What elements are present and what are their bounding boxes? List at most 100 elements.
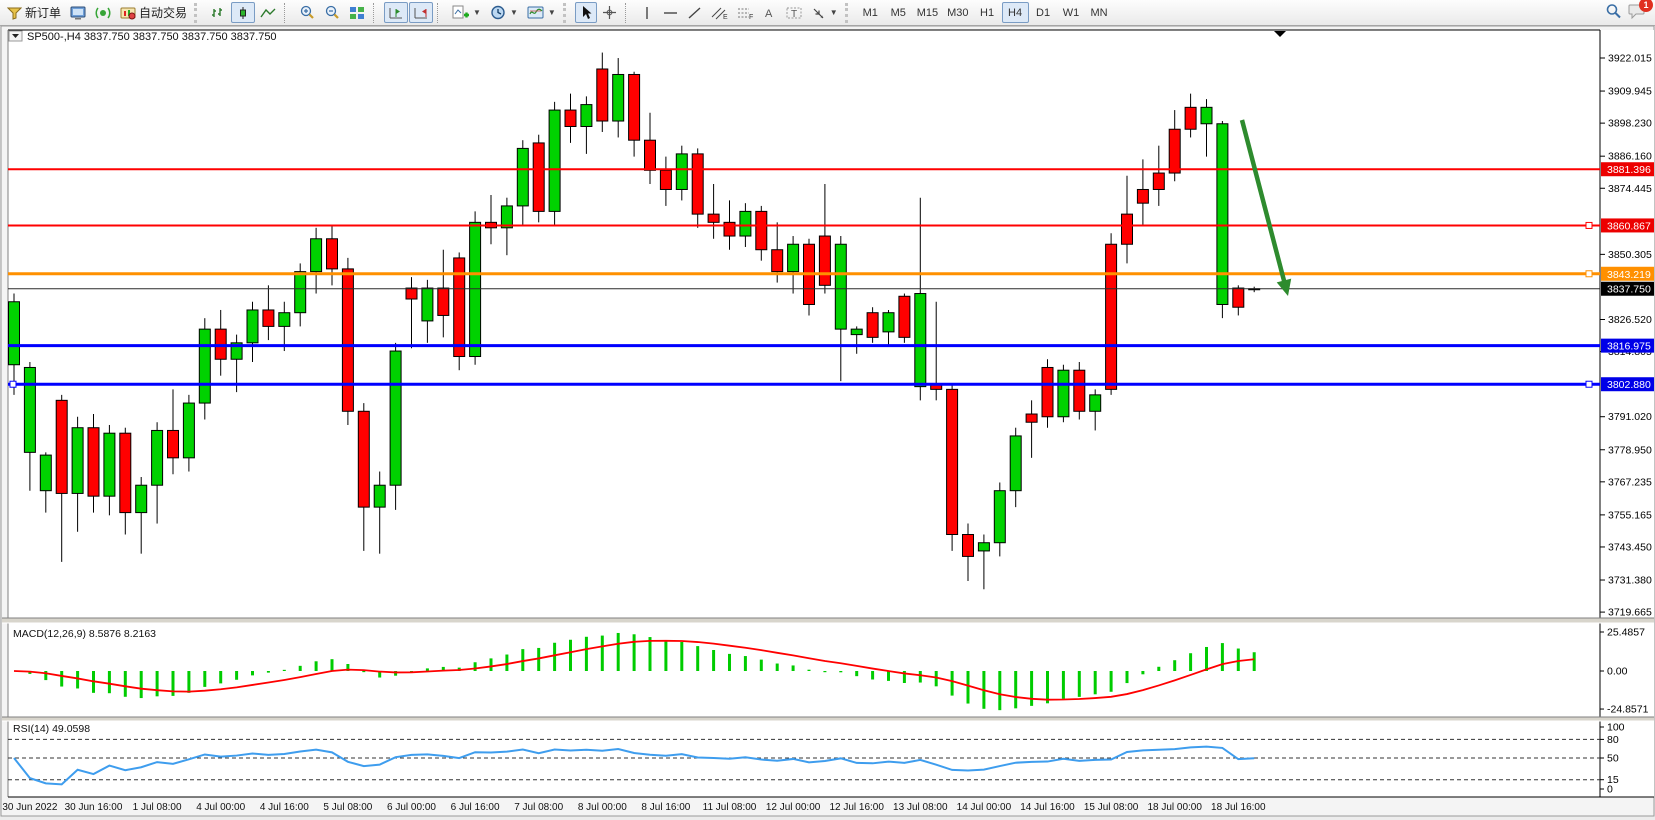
auto-scroll-icon xyxy=(414,7,428,18)
candle-body xyxy=(341,268,354,412)
line-chart-button[interactable] xyxy=(256,2,280,23)
timeframe-button-M30[interactable]: M30 xyxy=(943,2,972,23)
auto-trading-label: 自动交易 xyxy=(139,6,188,20)
price-line-label xyxy=(1601,281,1654,296)
rsi-tick-label: 100 xyxy=(1607,722,1625,734)
candle-body xyxy=(771,249,784,273)
time-axis-label: 13 Jul 08:00 xyxy=(893,802,948,813)
text-label-tool[interactable]: T xyxy=(782,2,806,23)
price-line-label-text: 3843.219 xyxy=(1607,269,1651,281)
bar-chart-button[interactable] xyxy=(206,2,230,23)
notifications-chat-icon[interactable]: 1 xyxy=(1628,0,1653,22)
price-tick-label: 3731.380 xyxy=(1608,575,1652,587)
horizontal-line-object[interactable]: 3881.396 xyxy=(8,162,1654,177)
trendline-tool[interactable] xyxy=(683,2,706,23)
signal-button[interactable] xyxy=(91,2,115,23)
crosshair-tool-button[interactable] xyxy=(598,2,621,23)
add-indicator-icon xyxy=(452,5,470,19)
candle-body xyxy=(644,139,656,171)
candle-body xyxy=(882,312,895,333)
arrows-tool[interactable]: ▼ xyxy=(807,2,842,23)
text-tool[interactable]: A xyxy=(759,2,781,23)
timeframe-button-D1[interactable]: D1 xyxy=(1030,2,1057,23)
zoom-out-icon xyxy=(325,5,339,19)
timeframe-button-MN[interactable]: MN xyxy=(1086,2,1113,23)
search-icon[interactable] xyxy=(1605,3,1622,22)
templates-button[interactable]: ▼ xyxy=(523,2,560,23)
candle-body xyxy=(1200,106,1213,125)
candle xyxy=(866,307,879,343)
candle-body xyxy=(357,410,370,508)
timeframe-button-M15[interactable]: M15 xyxy=(913,2,942,23)
auto-trading-button[interactable]: 自动交易 xyxy=(116,2,191,23)
chart-shift-marker-icon[interactable] xyxy=(1274,31,1286,37)
candle xyxy=(1025,400,1038,458)
time-axis-label: 12 Jul 16:00 xyxy=(829,802,884,813)
horizontal-line-object[interactable]: 3843.219 xyxy=(8,266,1654,281)
candle xyxy=(437,249,450,338)
timeframe-button-H4[interactable]: H4 xyxy=(1001,2,1029,23)
candle-body xyxy=(993,490,1006,544)
pane-separator[interactable] xyxy=(2,618,1654,623)
candle xyxy=(962,523,974,582)
candle-body xyxy=(866,312,879,338)
arrow-shaft[interactable] xyxy=(1239,119,1288,287)
candle-body xyxy=(612,73,625,122)
channel-tool[interactable]: E xyxy=(707,2,732,23)
rsi-label: RSI(14) 49.0598 xyxy=(13,723,90,735)
candle xyxy=(1152,145,1165,206)
line-handle[interactable] xyxy=(1585,270,1593,278)
new-order-button[interactable]: 新订单 xyxy=(3,2,65,23)
line-handle[interactable] xyxy=(9,380,17,388)
periods-button[interactable]: ▼ xyxy=(486,2,522,23)
candle xyxy=(644,112,656,185)
terminal-button[interactable] xyxy=(66,2,90,23)
candle-body xyxy=(310,238,323,273)
timeframe-button-M1[interactable]: M1 xyxy=(857,2,884,23)
horizontal-line-object[interactable]: 3802.880 xyxy=(8,377,1654,392)
candlestick-chart-button[interactable] xyxy=(231,2,256,23)
timeframe-button-M5[interactable]: M5 xyxy=(885,2,912,23)
time-axis-label: 1 Jul 08:00 xyxy=(133,802,182,813)
candle-body xyxy=(103,432,116,497)
price-tick-label: 3755.165 xyxy=(1608,509,1652,521)
candle xyxy=(1073,361,1086,420)
candle-body xyxy=(8,301,20,366)
timeframe-button-H1[interactable]: H1 xyxy=(974,2,1001,23)
candle xyxy=(341,257,354,425)
price-scale-background[interactable] xyxy=(1600,30,1654,797)
add-indicator-button[interactable]: ▼ xyxy=(448,2,485,23)
horizontal-line-object[interactable]: 3860.867 xyxy=(8,218,1654,233)
line-handle[interactable] xyxy=(1585,221,1593,229)
tile-windows-button[interactable] xyxy=(345,2,369,23)
vertical-line-tool[interactable] xyxy=(636,2,658,23)
candle-body xyxy=(1121,213,1133,245)
horizontal-line-object[interactable]: 3837.750 xyxy=(8,281,1654,296)
cursor-tool-button[interactable] xyxy=(574,2,597,23)
chart-plot-background[interactable] xyxy=(8,30,1600,797)
signal-icon xyxy=(95,7,111,18)
zoom-out-button[interactable] xyxy=(320,2,344,23)
pane-separator[interactable] xyxy=(2,717,1654,721)
horizontal-line-object[interactable]: 3816.975 xyxy=(8,338,1654,353)
time-axis[interactable]: 30 Jun 2022 30 Jun 16:00 1 Jul 08:00 4 Jul … xyxy=(2,802,1266,813)
line-handle[interactable] xyxy=(1585,380,1593,388)
price-chart[interactable]: 3922.015 3909.945 3898.230 3886.160 3874.445… xyxy=(0,25,1655,820)
candle-body xyxy=(167,429,179,459)
new-order-icon xyxy=(7,7,22,20)
price-tick-label: 3922.015 xyxy=(1608,53,1652,65)
horizontal-line-tool[interactable] xyxy=(659,2,682,23)
auto-trading-icon xyxy=(120,7,136,19)
chart-shift-button[interactable] xyxy=(384,2,409,23)
zoom-in-button[interactable] xyxy=(295,2,319,23)
candle-body xyxy=(739,210,752,237)
candle xyxy=(1200,99,1213,157)
candle xyxy=(834,236,847,382)
candle-body xyxy=(1232,287,1245,308)
timeframe-button-W1[interactable]: W1 xyxy=(1058,2,1085,23)
auto-scroll-button[interactable] xyxy=(409,2,434,23)
fibonacci-tool[interactable]: F xyxy=(733,2,758,23)
chart-shift-icon xyxy=(389,7,403,18)
trend-arrow-annotation[interactable] xyxy=(1239,119,1292,296)
candle-body xyxy=(294,271,307,314)
